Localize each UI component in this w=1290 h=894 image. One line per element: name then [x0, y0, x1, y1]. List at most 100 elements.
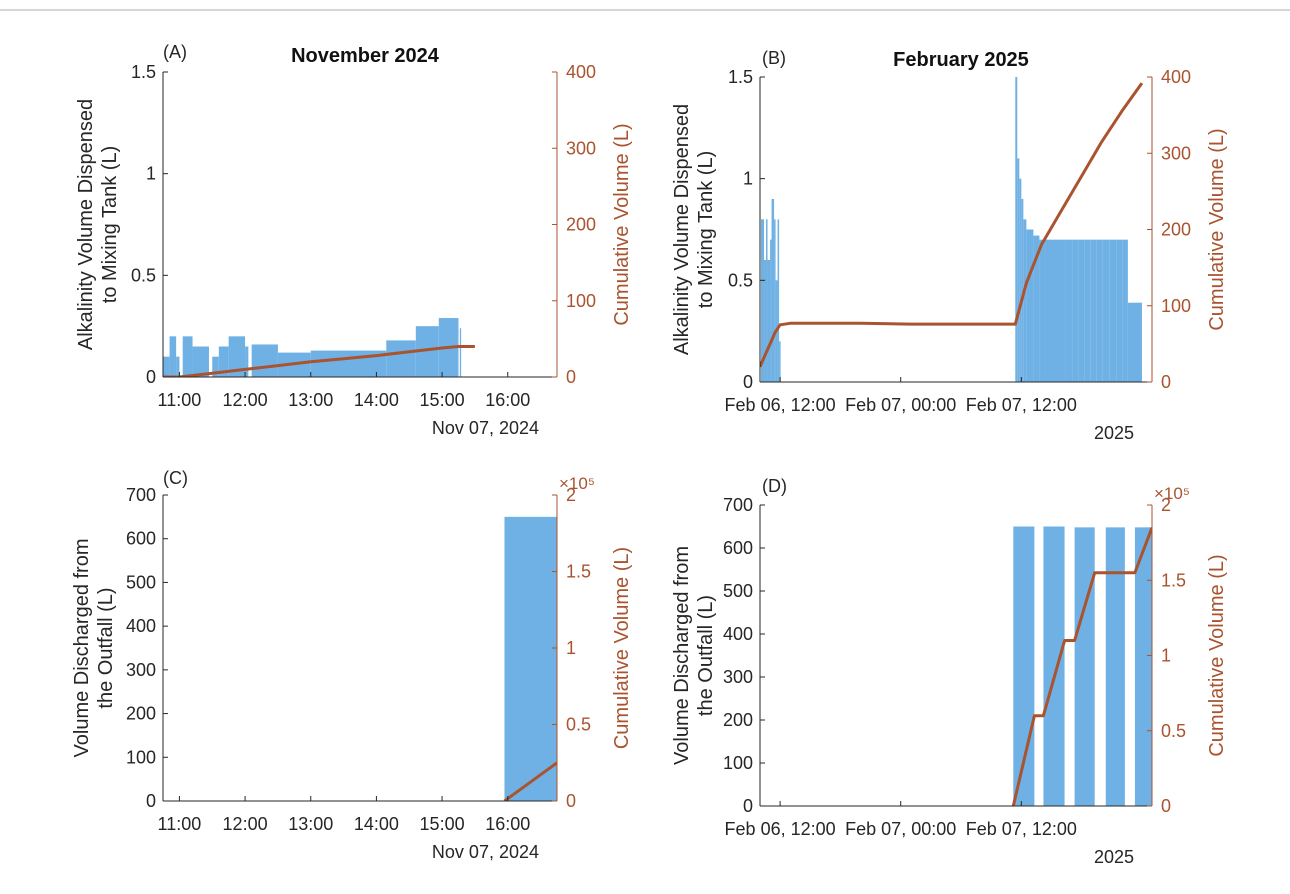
- bar-26: [1096, 239, 1103, 382]
- left-axis-title: Alkalinity Volume Dispensed to Mixing Tan…: [671, 104, 717, 355]
- bar-13: [415, 326, 439, 377]
- bar-12: [1019, 178, 1022, 382]
- bar-15: [459, 328, 462, 377]
- x-tick-label: 11:00: [158, 814, 202, 834]
- left-tick-label: 500: [126, 572, 156, 592]
- bar-12: [386, 340, 416, 377]
- bar-9: [251, 344, 278, 377]
- cumulative-line: [503, 761, 557, 801]
- left-axis-title-line: to Mixing Tank (L): [695, 151, 717, 308]
- panel-label: (A): [163, 42, 187, 62]
- left-tick-label: 100: [126, 747, 156, 767]
- x-tick-label: Feb 06, 12:00: [725, 819, 836, 839]
- bar-21: [1065, 239, 1073, 382]
- x-secondary-label: 2025: [1094, 423, 1134, 443]
- bar-11: [1017, 158, 1020, 382]
- left-tick-label: 1: [743, 169, 753, 189]
- left-tick-label: 400: [126, 616, 156, 636]
- bar-22: [1072, 239, 1079, 382]
- left-axis-title-line: Volume Discharged from: [671, 546, 693, 765]
- bar-4: [192, 346, 209, 377]
- x-tick-label: 11:00: [158, 390, 202, 410]
- bar-10: [1015, 77, 1018, 382]
- bar-3: [182, 336, 193, 377]
- bar-4: [770, 239, 772, 382]
- left-tick-label: 0: [146, 367, 156, 387]
- bar-4: [1134, 527, 1152, 806]
- bar-series: [1013, 526, 1152, 806]
- right-tick-label: 100: [566, 291, 596, 311]
- left-axis-title-line: Volume Discharged from: [71, 539, 93, 758]
- left-axis-title-line: the Outfall (L): [95, 587, 117, 708]
- bar-8: [777, 219, 780, 382]
- panel-title: February 2025: [893, 49, 1029, 71]
- right-tick-label: 300: [566, 138, 596, 158]
- right-tick-label: 2: [1161, 495, 1171, 515]
- left-tick-label: 0.5: [131, 265, 156, 285]
- bar-23: [1078, 239, 1085, 382]
- bar-1: [764, 260, 767, 382]
- panel-title: November 2024: [291, 45, 440, 67]
- x-tick-label: Feb 07, 12:00: [966, 819, 1077, 839]
- panel-a: 0 0.5 1 1.5 0 100 200 300 400 11:00 12:00 13:00 14:0…: [75, 42, 633, 438]
- right-tick-label: 100: [1161, 296, 1191, 316]
- x-tick-label: 13:00: [288, 390, 333, 410]
- left-tick-label: 500: [723, 581, 753, 601]
- right-tick-label: 0: [1161, 372, 1171, 392]
- panel-d: 0 100 200 300 400 500 600 700 0 0.5 1 1.5 2×10⁵ Feb 0…: [671, 476, 1228, 867]
- bar-18: [1045, 239, 1052, 382]
- left-tick-label: 600: [126, 529, 156, 549]
- left-tick-label: 0.5: [728, 270, 753, 290]
- x-secondary-label: Nov 07, 2024: [432, 842, 539, 862]
- left-tick-label: 700: [723, 495, 753, 515]
- left-axis-title-line: Alkalinity Volume Dispensed: [671, 104, 693, 355]
- x-tick-label: Feb 07, 12:00: [966, 395, 1077, 415]
- left-axis-title-line: Alkalinity Volume Dispensed: [75, 99, 97, 350]
- right-axis-exponent: ×10⁵: [559, 474, 595, 493]
- x-tick-label: 14:00: [354, 390, 399, 410]
- right-tick-label: 1: [1161, 646, 1171, 666]
- bar-30: [1122, 239, 1128, 382]
- right-axis-title: Cumulative Volume (L): [611, 547, 633, 749]
- bar-17: [1039, 239, 1046, 382]
- bar-28: [1109, 239, 1117, 382]
- right-tick-label: 1.5: [1161, 570, 1186, 590]
- bar-3: [767, 260, 771, 382]
- x-tick-label: 12:00: [223, 390, 268, 410]
- right-tick-label: 0: [566, 791, 576, 811]
- bar-2: [176, 356, 180, 377]
- bar-24: [1084, 239, 1091, 382]
- right-axis-exponent: ×10⁵: [1154, 484, 1190, 503]
- x-tick-label: 14:00: [354, 814, 399, 834]
- bar-0: [504, 516, 557, 801]
- left-tick-label: 1: [146, 164, 156, 184]
- bar-2: [1074, 527, 1095, 806]
- x-tick-label: Feb 06, 12:00: [725, 395, 836, 415]
- right-axis-title: Cumulative Volume (L): [1206, 128, 1228, 330]
- bar-0: [761, 219, 765, 382]
- panel-label: (C): [163, 468, 188, 488]
- bar-1: [169, 336, 177, 377]
- x-secondary-label: Nov 07, 2024: [432, 418, 539, 438]
- right-tick-label: 1.5: [566, 562, 591, 582]
- x-tick-label: 16:00: [485, 814, 530, 834]
- bar-0: [163, 356, 170, 377]
- bar-6: [774, 219, 776, 382]
- right-tick-label: 300: [1161, 143, 1191, 163]
- left-tick-label: 1.5: [728, 67, 753, 87]
- bar-31: [1127, 302, 1142, 382]
- left-tick-label: 0: [146, 791, 156, 811]
- x-tick-label: Feb 07, 00:00: [845, 819, 956, 839]
- bar-9: [779, 341, 781, 382]
- x-tick-label: 15:00: [420, 390, 465, 410]
- bar-series: [504, 516, 557, 801]
- bar-5: [771, 199, 775, 382]
- bar-8: [245, 346, 249, 377]
- left-axis-title: Volume Discharged from the Outfall (L): [671, 546, 717, 765]
- panel-b: 0 0.5 1 1.5 0 100 200 300 400 Feb 06, 12:00 Feb 07…: [671, 48, 1228, 443]
- right-tick-label: 1: [566, 638, 576, 658]
- left-tick-label: 300: [723, 667, 753, 687]
- bar-series: [163, 318, 462, 377]
- top-border-line: [0, 9, 1290, 11]
